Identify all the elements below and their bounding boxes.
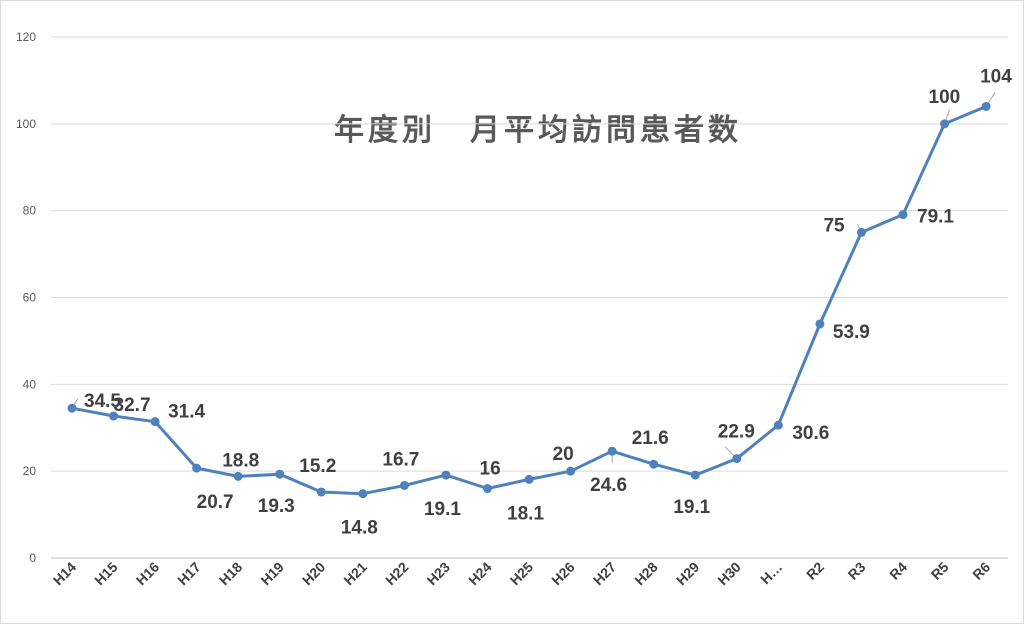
x-tick-label: H14 xyxy=(50,559,80,589)
x-tick-label: R4 xyxy=(886,559,910,583)
y-tick-label: 20 xyxy=(23,464,37,478)
data-label: 16.7 xyxy=(382,449,419,470)
data-label: 75 xyxy=(823,215,845,236)
data-label: 20.7 xyxy=(197,492,234,513)
data-point xyxy=(649,459,659,469)
x-tick-label: H30 xyxy=(714,559,744,589)
y-tick-label: 40 xyxy=(23,377,37,391)
data-point xyxy=(275,469,285,479)
data-point xyxy=(732,454,742,464)
data-point xyxy=(316,487,326,497)
data-point xyxy=(856,227,866,237)
series-line xyxy=(70,105,988,496)
data-label: 20 xyxy=(553,444,574,465)
data-point xyxy=(483,484,492,494)
data-label: 31.4 xyxy=(168,402,205,423)
data-label: 22.9 xyxy=(718,422,755,443)
data-points xyxy=(67,101,991,499)
x-tick-label: R2 xyxy=(803,559,827,583)
data-label: 100 xyxy=(929,87,961,108)
x-tick-label: H17 xyxy=(174,559,204,589)
data-label: 24.6 xyxy=(590,475,627,496)
data-point xyxy=(940,119,950,129)
y-tick-label: 120 xyxy=(16,30,36,44)
data-label: 19.1 xyxy=(673,497,710,518)
x-tick-label: H24 xyxy=(465,559,495,589)
chart-title: 年度別 月平均訪問患者数 xyxy=(334,113,742,148)
data-label: 18.8 xyxy=(222,450,259,471)
data-point xyxy=(607,446,617,456)
x-tick-label: H… xyxy=(757,559,785,587)
data-point xyxy=(233,471,243,481)
y-axis-ticks: 0 20 40 60 80 100 120 xyxy=(16,30,36,565)
x-tick-label: H29 xyxy=(673,559,703,589)
data-point xyxy=(815,319,825,329)
data-label: 15.2 xyxy=(299,456,336,477)
y-tick-label: 60 xyxy=(23,291,37,305)
x-tick-label: R5 xyxy=(928,559,952,583)
data-label: 30.6 xyxy=(792,423,829,444)
data-label: 19.1 xyxy=(424,499,461,520)
x-tick-label: H18 xyxy=(216,559,246,589)
data-label: 19.3 xyxy=(258,496,295,517)
data-point xyxy=(566,466,576,476)
x-tick-label: H26 xyxy=(548,559,578,589)
data-labels: 34.532.7 31.4 20.7 18.8 19.315.2 14.8 16.7 19.1… xyxy=(84,66,1012,538)
data-point xyxy=(441,470,451,480)
x-tick-label: H28 xyxy=(631,559,661,589)
data-point xyxy=(67,403,77,413)
data-point xyxy=(524,474,534,484)
data-label: 32.7 xyxy=(114,395,151,416)
x-tick-label: H20 xyxy=(299,559,329,589)
data-point xyxy=(150,417,160,427)
x-tick-label: H25 xyxy=(507,559,537,589)
data-label: 53.9 xyxy=(833,322,870,343)
data-label: 79.1 xyxy=(917,207,954,228)
x-tick-label: R6 xyxy=(969,559,993,583)
x-tick-label: R3 xyxy=(845,559,869,583)
x-tick-label: H27 xyxy=(590,559,620,589)
data-point xyxy=(898,210,908,220)
data-label: 34.5 xyxy=(84,391,121,412)
x-tick-label: H23 xyxy=(424,559,454,589)
data-label: 14.8 xyxy=(341,518,378,539)
data-point xyxy=(981,101,991,111)
x-tick-label: H15 xyxy=(91,559,121,589)
y-tick-label: 100 xyxy=(16,117,36,131)
x-tick-label: H16 xyxy=(133,559,163,589)
x-tick-label: H22 xyxy=(382,559,412,589)
data-point xyxy=(109,411,119,421)
data-point xyxy=(358,489,368,499)
data-point xyxy=(773,420,783,430)
x-tick-label: H21 xyxy=(340,559,370,589)
data-point xyxy=(192,463,202,473)
data-label: 18.1 xyxy=(507,503,544,524)
data-label: 16 xyxy=(480,459,501,480)
x-tick-label: H19 xyxy=(257,559,287,589)
data-label: 21.6 xyxy=(632,428,669,449)
data-point xyxy=(399,480,409,490)
data-label: 104 xyxy=(980,66,1012,87)
label-leader-lines xyxy=(71,92,996,464)
y-tick-label: 80 xyxy=(23,204,37,218)
x-axis-ticks: H14 H15 H16 H17 H18 H19 H20 H21 H22 H23 H24 H25 H26 H… xyxy=(50,559,994,589)
y-tick-label: 0 xyxy=(29,551,36,565)
data-point xyxy=(690,470,700,480)
